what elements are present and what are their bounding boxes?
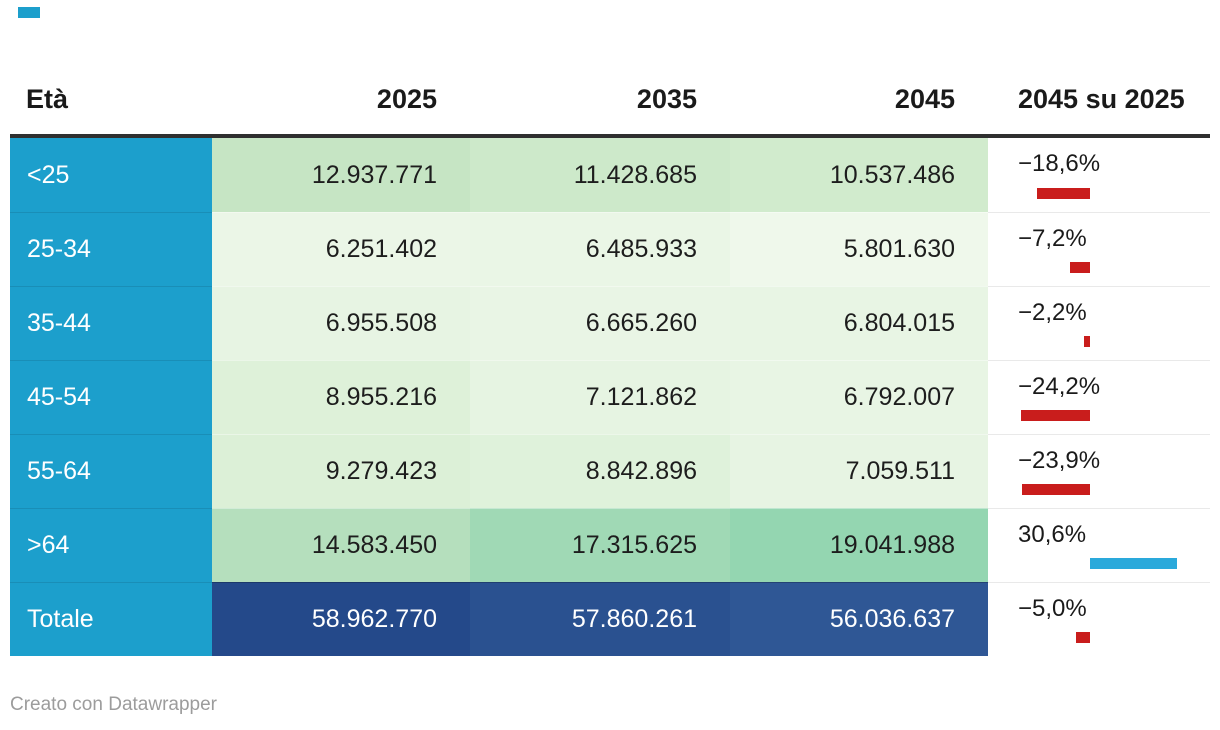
change-bar [1021,410,1090,421]
value-2045: 6.804.015 [730,286,988,360]
row-label: 25-34 [10,212,212,286]
value-2035: 6.485.933 [470,212,730,286]
accent-mark [18,7,40,18]
change-value: 30,6% [1018,521,1087,548]
value-2035: 7.121.862 [470,360,730,434]
change-cell: −7,2% [988,212,1210,286]
table-row-35-44: 35-44 6.955.508 6.665.260 6.804.015 −2,2… [10,286,1210,360]
change-value: −18,6% [1018,150,1101,177]
value-2035: 11.428.685 [470,138,730,212]
value-2025: 9.279.423 [212,434,470,508]
change-cell: −24,2% [988,360,1210,434]
change-bar [1022,484,1090,495]
value-2045: 5.801.630 [730,212,988,286]
change-bar [1090,558,1177,569]
change-value: −5,0% [1018,595,1087,622]
value-2025: 12.937.771 [212,138,470,212]
value-2045: 6.792.007 [730,360,988,434]
change-cell: −2,2% [988,286,1210,360]
table-row-over64: >64 14.583.450 17.315.625 19.041.988 30,… [10,508,1210,582]
row-label: 45-54 [10,360,212,434]
table-row-25-34: 25-34 6.251.402 6.485.933 5.801.630 −7,2… [10,212,1210,286]
value-2045: 10.537.486 [730,138,988,212]
header-rule [10,134,1210,138]
table-row-under25: <25 12.937.771 11.428.685 10.537.486 −18… [10,138,1210,212]
value-2035: 8.842.896 [470,434,730,508]
change-cell: −5,0% [988,582,1210,656]
population-table: Età 2025 2035 2045 2045 su 2025 <25 12.9… [10,0,1210,656]
value-2025: 58.962.770 [212,582,470,656]
table-header-row: Età 2025 2035 2045 2045 su 2025 [10,0,1210,134]
change-bar [1070,262,1090,273]
value-2035: 17.315.625 [470,508,730,582]
value-2045: 19.041.988 [730,508,988,582]
table-row-55-64: 55-64 9.279.423 8.842.896 7.059.511 −23,… [10,434,1210,508]
datawrapper-credit: Creato con Datawrapper [10,694,217,715]
value-2025: 6.955.508 [212,286,470,360]
row-label: <25 [10,138,212,212]
header-2025: 2025 [376,83,437,114]
table-row-45-54: 45-54 8.955.216 7.121.862 6.792.007 −24,… [10,360,1210,434]
change-value: −7,2% [1018,225,1087,252]
change-value: −24,2% [1018,373,1101,400]
change-bar [1076,632,1090,643]
row-label: 55-64 [10,434,212,508]
header-2035: 2035 [636,83,697,114]
change-bar [1037,188,1090,199]
change-cell: −18,6% [988,138,1210,212]
value-2045: 56.036.637 [730,582,988,656]
value-2035: 6.665.260 [470,286,730,360]
change-value: −2,2% [1018,299,1087,326]
row-label: Totale [10,582,212,656]
value-2035: 57.860.261 [470,582,730,656]
change-cell: −23,9% [988,434,1210,508]
header-age: Età [26,83,69,114]
row-label: 35-44 [10,286,212,360]
change-cell: 30,6% [988,508,1210,582]
value-2025: 6.251.402 [212,212,470,286]
row-label: >64 [10,508,212,582]
header-change: 2045 su 2025 [1018,83,1185,114]
value-2025: 14.583.450 [212,508,470,582]
header-2045: 2045 [894,83,955,114]
table-row-total: Totale 58.962.770 57.860.261 56.036.637 … [10,582,1210,656]
change-bar [1084,336,1090,347]
value-2045: 7.059.511 [730,434,988,508]
value-2025: 8.955.216 [212,360,470,434]
change-value: −23,9% [1018,447,1101,474]
